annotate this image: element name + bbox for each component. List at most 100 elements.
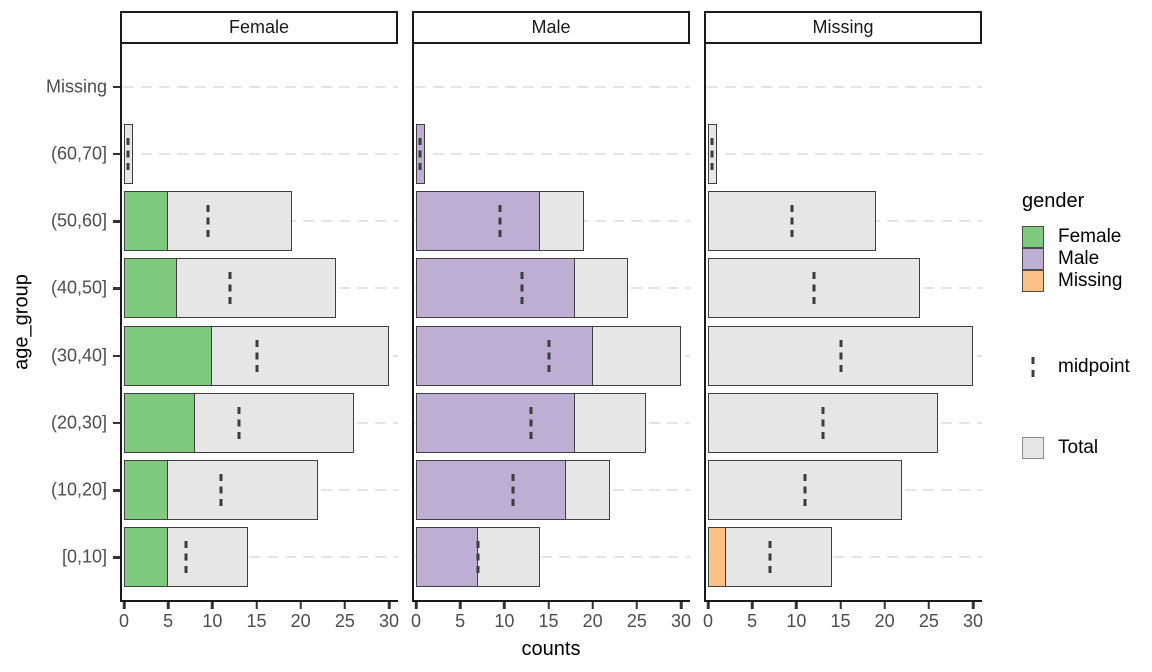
midpoint-marker bbox=[126, 137, 130, 170]
male-bar bbox=[416, 460, 567, 521]
x-tick-label: 10 bbox=[786, 611, 807, 631]
midpoint-marker bbox=[790, 205, 794, 238]
x-tick bbox=[166, 602, 170, 609]
y-tick bbox=[113, 85, 120, 89]
total-swatch-icon bbox=[1022, 437, 1044, 459]
midpoint-marker bbox=[237, 406, 241, 439]
x-tick-label: 20 bbox=[874, 611, 895, 631]
x-tick-label: 20 bbox=[290, 611, 311, 631]
male-bar bbox=[416, 191, 540, 252]
y-label-row: (40,50] bbox=[0, 255, 120, 322]
female-bar bbox=[124, 527, 169, 588]
y-tick bbox=[113, 556, 120, 559]
bar-row-female bbox=[120, 457, 398, 524]
legend-item-label: Male bbox=[1058, 248, 1100, 269]
missing-bar bbox=[708, 527, 726, 588]
male-bar bbox=[416, 527, 478, 588]
x-tick bbox=[883, 602, 886, 609]
bar-row-female bbox=[120, 53, 398, 120]
gridline bbox=[415, 152, 690, 155]
male-swatch-icon bbox=[1022, 248, 1044, 270]
midpoint-marker bbox=[476, 541, 480, 574]
y-tick-label: (30,40] bbox=[50, 345, 107, 366]
x-tick-label: 15 bbox=[246, 611, 267, 631]
gridline bbox=[123, 556, 398, 559]
legend-item-male: Male bbox=[1022, 248, 1122, 270]
midpoint-marker bbox=[520, 272, 524, 305]
male-bar bbox=[416, 325, 593, 386]
x-tick-label: 30 bbox=[378, 611, 400, 631]
y-label-row: (30,40] bbox=[0, 322, 120, 389]
bar-row-missing bbox=[704, 188, 982, 255]
bar-row-female bbox=[120, 322, 398, 389]
x-tick-label: 0 bbox=[118, 611, 130, 631]
x-tick bbox=[343, 602, 347, 609]
midpoint-marker bbox=[821, 406, 825, 439]
x-tick-label: 0 bbox=[702, 611, 714, 631]
x-tick bbox=[750, 602, 754, 609]
x-tick-label: 10 bbox=[494, 611, 515, 631]
bar-row-missing bbox=[704, 457, 982, 524]
bar-row-missing bbox=[704, 255, 982, 322]
legend-item-missing: Missing bbox=[1022, 270, 1122, 292]
gridline bbox=[415, 556, 690, 559]
x-tick bbox=[591, 602, 594, 609]
midpoint-legend-label: midpoint bbox=[1058, 356, 1130, 377]
midpoint-legend: midpoint bbox=[1022, 356, 1130, 378]
bar-row-missing bbox=[704, 389, 982, 456]
y-tick-label: (20,30] bbox=[50, 412, 107, 433]
x-tick-label: 30 bbox=[670, 611, 692, 631]
bar-row-male bbox=[412, 457, 690, 524]
bar-row-missing bbox=[704, 524, 982, 591]
x-tick-label: 5 bbox=[455, 611, 466, 631]
legend-item-label: Female bbox=[1058, 226, 1122, 247]
x-axis-title: counts bbox=[521, 638, 581, 660]
midpoint-marker bbox=[839, 339, 842, 372]
y-label-row: Missing bbox=[0, 53, 120, 120]
x-axis-line bbox=[412, 600, 690, 602]
y-tick-label: (10,20] bbox=[50, 479, 107, 500]
y-axis-line bbox=[412, 44, 414, 600]
y-label-row: (60,70] bbox=[0, 120, 120, 187]
legend-item-female: Female bbox=[1022, 226, 1122, 248]
midpoint-marker bbox=[418, 137, 422, 170]
x-tick-label: 15 bbox=[830, 611, 851, 631]
x-tick bbox=[503, 602, 506, 609]
gridline bbox=[123, 152, 398, 155]
midpoint-marker bbox=[529, 406, 533, 439]
bar-row-male bbox=[412, 389, 690, 456]
x-tick bbox=[211, 602, 214, 609]
male-bar bbox=[416, 392, 575, 453]
total-legend: Total bbox=[1022, 437, 1098, 459]
x-tick bbox=[839, 602, 842, 609]
bar-row-male bbox=[412, 322, 690, 389]
y-label-row: [0,10] bbox=[0, 524, 120, 591]
midpoint-marker bbox=[255, 339, 258, 372]
midpoint-marker bbox=[498, 205, 502, 238]
midpoint-marker bbox=[228, 272, 232, 305]
y-tick-label: (50,60] bbox=[50, 210, 107, 231]
midpoint-marker bbox=[511, 474, 515, 507]
x-tick bbox=[927, 602, 931, 609]
x-tick bbox=[122, 602, 126, 609]
y-label-row: (10,20] bbox=[0, 457, 120, 524]
x-tick bbox=[299, 602, 302, 609]
midpoint-marker bbox=[219, 474, 223, 507]
gridline bbox=[415, 85, 690, 88]
y-axis-line bbox=[704, 44, 706, 600]
bar-row-male bbox=[412, 255, 690, 322]
x-axis-line bbox=[120, 600, 398, 602]
female-bar bbox=[124, 325, 213, 386]
female-bar bbox=[124, 191, 169, 252]
bar-row-male bbox=[412, 188, 690, 255]
x-tick-label: 10 bbox=[202, 611, 223, 631]
bar-row-female bbox=[120, 188, 398, 255]
y-axis-line bbox=[120, 44, 122, 600]
bar-row-male bbox=[412, 120, 690, 187]
x-tick bbox=[635, 602, 639, 609]
x-tick-label: 25 bbox=[626, 611, 647, 631]
bar-row-female bbox=[120, 524, 398, 591]
x-tick bbox=[547, 602, 550, 609]
midpoint-marker bbox=[710, 137, 714, 170]
